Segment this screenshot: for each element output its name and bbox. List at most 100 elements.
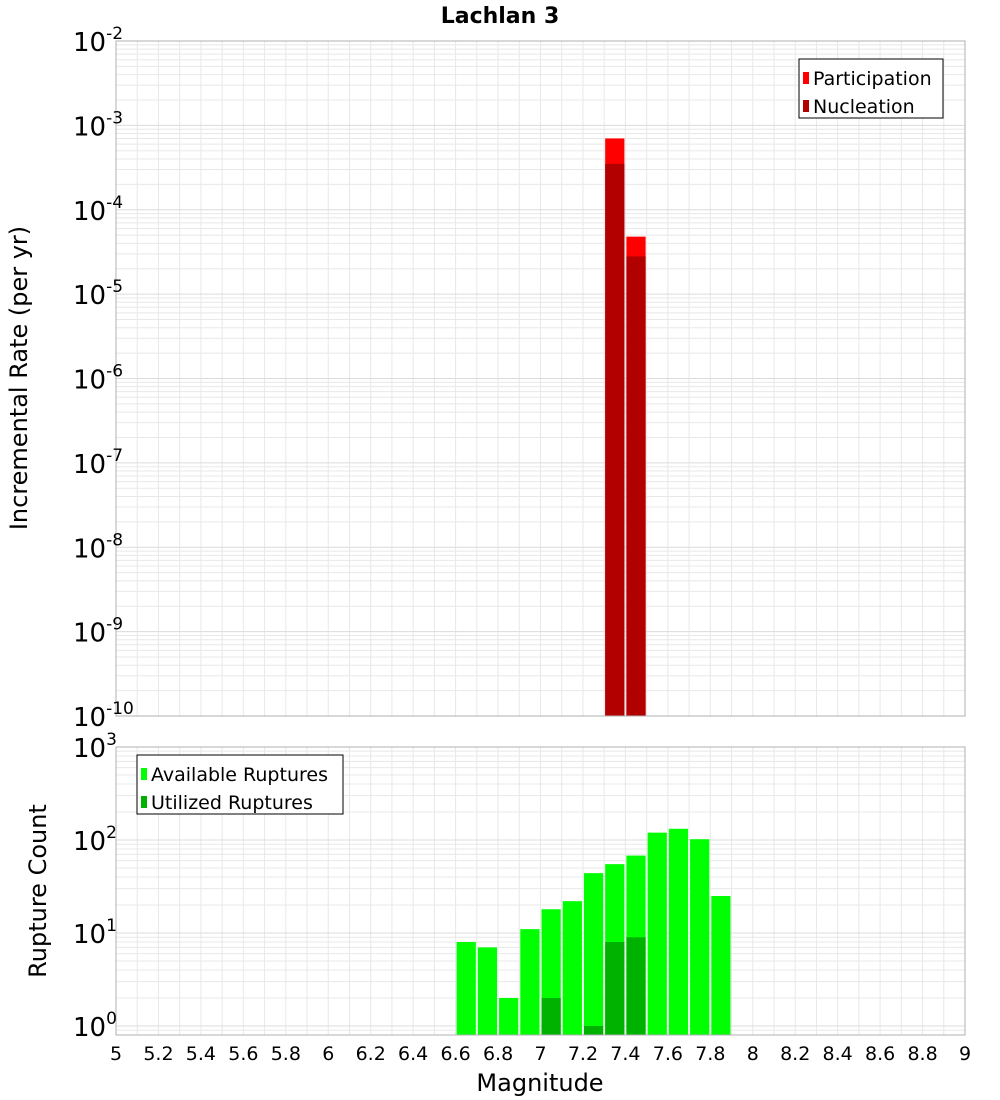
x-tick-label: 7.2: [568, 1043, 598, 1065]
y-tick-base: 10: [73, 734, 106, 764]
bar-utilized-ruptures: [583, 1025, 604, 1035]
y-tick-exponent: -10: [106, 699, 134, 719]
legend-label: Available Ruptures: [151, 764, 328, 786]
x-tick-label: 5: [110, 1043, 122, 1065]
y-tick-label: 10-7: [73, 446, 123, 480]
y-tick-label: 10-3: [73, 108, 123, 142]
y-tick-exponent: -8: [106, 530, 123, 550]
bar-utilized-ruptures: [605, 942, 625, 1035]
y-tick-label: 100: [73, 1009, 117, 1043]
legend-box: [136, 754, 344, 815]
rate-legend: Participation Nucleation: [798, 58, 944, 119]
y-tick-exponent: -3: [106, 108, 123, 128]
bar-utilized-ruptures: [541, 997, 561, 1035]
y-tick-base: 10: [73, 920, 106, 950]
legend-label: Utilized Ruptures: [151, 792, 313, 814]
x-axis-label: Magnitude: [476, 1069, 603, 1097]
y-tick-base: 10: [73, 281, 106, 311]
bar-available-ruptures: [477, 947, 498, 1035]
x-tick-label: 5.4: [186, 1043, 216, 1065]
x-tick-label: 6.4: [398, 1043, 428, 1065]
y-tick-base: 10: [73, 450, 106, 480]
rate-grid: [116, 40, 965, 717]
y-tick-exponent: 3: [106, 730, 117, 750]
x-tick-label: 5.8: [271, 1043, 301, 1065]
y-tick-label: 103: [73, 730, 117, 764]
legend-label: Nucleation: [813, 96, 915, 118]
y-tick-base: 10: [73, 1013, 106, 1043]
x-tick-label: 7.8: [695, 1043, 725, 1065]
bar-available-ruptures: [499, 997, 519, 1035]
x-tick-label: 6: [322, 1043, 334, 1065]
y-tick-base: 10: [73, 366, 106, 396]
x-tick-label: 6.8: [483, 1043, 513, 1065]
x-axis-ticks: 5 5.2 5.4 5.6 5.8 6 6.2 6.4 6.6 6.8 7 7.2 7.4 7.6 7.8 8…: [110, 1043, 971, 1065]
bar-available-ruptures: [520, 929, 540, 1035]
x-tick-label: 8.8: [907, 1043, 937, 1065]
y-tick-exponent: -6: [106, 362, 123, 382]
legend-swatch: [803, 100, 809, 112]
bar-available-ruptures: [668, 828, 689, 1035]
y-tick-exponent: -9: [106, 615, 123, 635]
y-tick-label: 10-4: [73, 193, 123, 227]
x-tick-label: 5.2: [143, 1043, 173, 1065]
y-tick-base: 10: [73, 534, 106, 564]
y-tick-base: 10: [73, 703, 106, 733]
x-tick-label: 5.6: [228, 1043, 258, 1065]
legend-label: Participation: [813, 68, 932, 90]
y-tick-exponent: -7: [106, 446, 123, 466]
y-tick-exponent: 0: [106, 1009, 117, 1029]
x-tick-label: 8.6: [865, 1043, 895, 1065]
x-tick-label: 7.6: [653, 1043, 683, 1065]
y-tick-exponent: -4: [106, 193, 123, 213]
rate-plot-frame: [115, 40, 966, 717]
rate-y-axis-label: Incremental Rate (per yr): [5, 226, 33, 530]
bar-available-ruptures: [562, 901, 582, 1035]
y-tick-base: 10: [73, 827, 106, 857]
bar-nucleation: [626, 256, 646, 716]
count-bars: [456, 828, 731, 1035]
x-tick-label: 8: [747, 1043, 759, 1065]
x-tick-label: 9: [959, 1043, 971, 1065]
y-tick-exponent: -2: [106, 24, 123, 44]
bar-available-ruptures: [647, 832, 667, 1035]
y-tick-base: 10: [73, 28, 106, 58]
x-tick-label: 7.4: [610, 1043, 640, 1065]
y-tick-label: 10-9: [73, 615, 123, 649]
legend-swatch: [141, 796, 147, 808]
y-tick-exponent: -5: [106, 277, 123, 297]
y-tick-base: 10: [73, 197, 106, 227]
y-tick-base: 10: [73, 112, 106, 142]
x-tick-label: 8.2: [780, 1043, 810, 1065]
y-tick-exponent: 2: [106, 823, 117, 843]
y-tick-label: 10-10: [73, 699, 134, 733]
y-tick-label: 10-8: [73, 530, 123, 564]
legend-box: [798, 58, 944, 119]
chart-title: Lachlan 3: [441, 4, 560, 29]
bar-nucleation: [605, 163, 625, 717]
x-tick-label: 6.2: [356, 1043, 386, 1065]
count-y-axis-label: Rupture Count: [24, 804, 52, 978]
y-tick-base: 10: [73, 619, 106, 649]
count-plot-frame: [115, 746, 966, 1036]
rate-bars: [605, 138, 646, 717]
bar-available-ruptures: [690, 839, 710, 1035]
x-tick-label: 6.6: [440, 1043, 470, 1065]
legend-swatch: [803, 72, 809, 84]
bar-available-ruptures: [456, 942, 476, 1035]
y-tick-label: 10-6: [73, 362, 123, 396]
y-tick-label: 10-5: [73, 277, 123, 311]
bar-utilized-ruptures: [626, 937, 646, 1035]
y-tick-label: 101: [73, 916, 117, 950]
count-legend: Available Ruptures Utilized Ruptures: [136, 754, 344, 815]
legend-swatch: [141, 768, 147, 780]
y-tick-exponent: 1: [106, 916, 117, 936]
y-tick-label: 10-2: [73, 24, 123, 58]
x-tick-label: 7: [534, 1043, 546, 1065]
bar-available-ruptures: [711, 895, 731, 1035]
